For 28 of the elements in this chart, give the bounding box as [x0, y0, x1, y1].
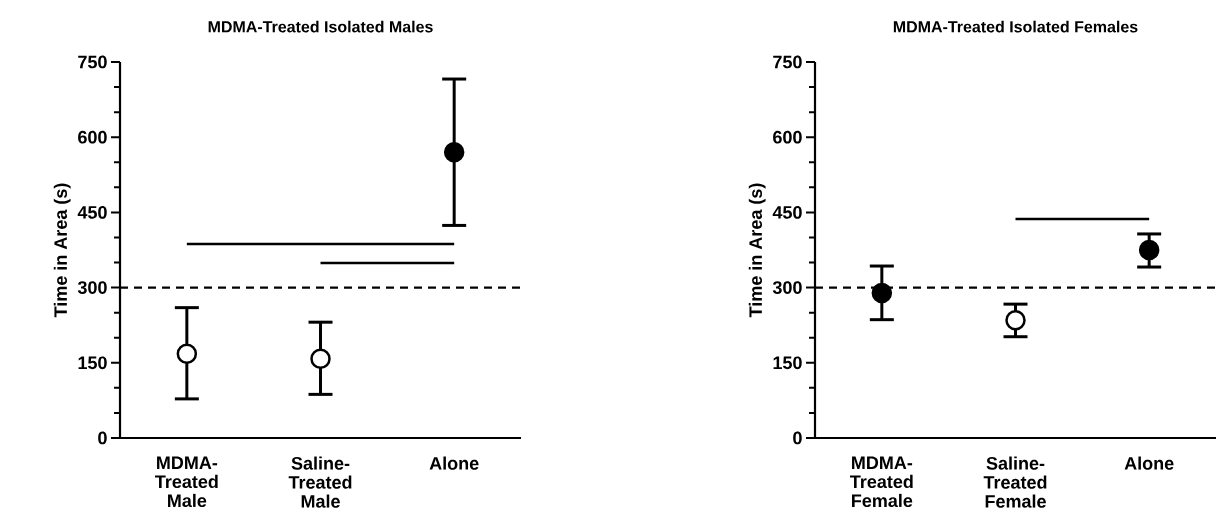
x-tick-label: Alone — [429, 456, 479, 470]
point — [310, 348, 331, 370]
y-tick-label: 450 — [772, 206, 802, 219]
y-tick-label: 750 — [773, 55, 802, 69]
chart-title: MDMA-Treated Isolated Females — [893, 20, 1138, 33]
y-tick-label: 600 — [78, 130, 107, 144]
x-tick-label: MDMA-Treated Female — [850, 456, 913, 508]
point — [176, 343, 198, 365]
y-axis-title: Time in Area (s) — [748, 183, 766, 318]
y-tick-label: 150 — [78, 356, 107, 370]
point — [1138, 239, 1160, 261]
y-tick-label: 300 — [772, 281, 802, 294]
x-tick-label: MDMA-Treated Male — [155, 456, 218, 508]
y-tick-label: 450 — [77, 206, 107, 219]
x-tick-label: Saline-Treated Female — [983, 456, 1047, 508]
x-tick-label: Saline-Treated Male — [288, 456, 352, 508]
y-tick-label: 300 — [77, 281, 107, 294]
point — [871, 282, 893, 304]
y-tick-label: 0 — [98, 431, 107, 445]
y-tick-label: 150 — [773, 356, 802, 370]
y-tick-label: 600 — [773, 130, 802, 144]
y-tick-label: 750 — [78, 55, 107, 69]
x-tick-label: Alone — [1124, 456, 1174, 470]
chart-title: MDMA-Treated Isolated Males — [208, 20, 433, 33]
y-tick-label: 0 — [793, 431, 802, 445]
point — [443, 141, 465, 163]
y-axis-title: Time in Area (s) — [53, 183, 71, 318]
point — [1005, 309, 1026, 331]
